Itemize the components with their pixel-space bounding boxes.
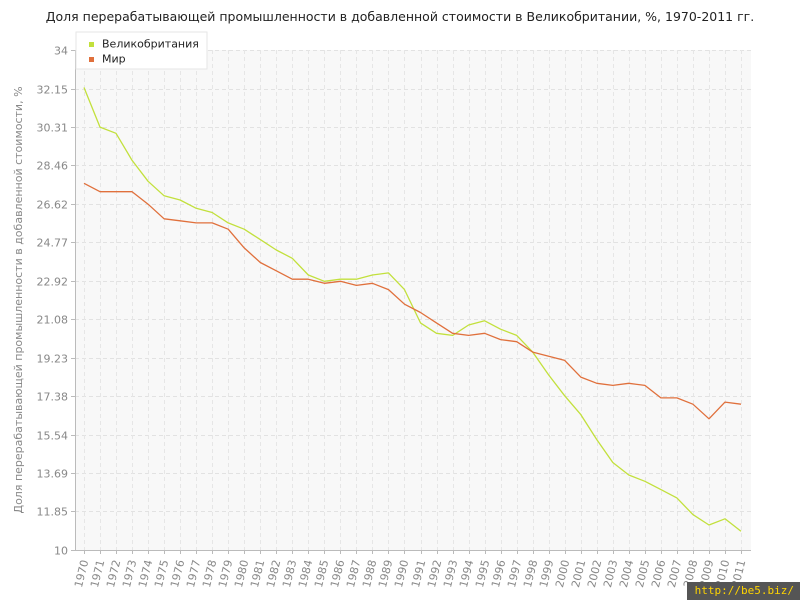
legend: Великобритания Мир — [75, 31, 208, 70]
x-tick-labels: 1970197119721973197419751976197719781979… — [72, 550, 748, 589]
axes — [75, 50, 751, 551]
watermark[interactable]: http://be5.biz/ — [686, 582, 800, 600]
y-tick-label: 21.08 — [37, 314, 69, 327]
legend-label[interactable]: Мир — [102, 53, 126, 66]
legend-label[interactable]: Великобритания — [102, 38, 199, 51]
legend-marker — [89, 57, 94, 62]
y-tick-label: 32.15 — [37, 84, 69, 97]
y-tick-label: 26.62 — [37, 199, 69, 212]
y-tick-label: 19.23 — [37, 353, 69, 366]
y-tick-label: 28.46 — [37, 160, 69, 173]
y-tick-label: 34 — [54, 45, 68, 58]
y-tick-label: 22.92 — [37, 276, 69, 289]
y-tick-label: 17.38 — [37, 391, 69, 404]
y-axis-title: Доля перерабатывающей промышленности в д… — [12, 86, 25, 513]
y-tick-labels: 10 11.85 13.69 15.54 17.38 19.23 21.08 22.92 24.… — [37, 45, 75, 558]
legend-box — [75, 31, 208, 70]
y-tick-label: 24.77 — [37, 237, 69, 250]
plot-background — [75, 50, 751, 550]
chart-title: Доля перерабатывающей промышленности в д… — [45, 9, 755, 24]
y-tick-label: 13.69 — [37, 468, 69, 481]
series-line-world — [83, 182, 742, 420]
legend-marker — [89, 42, 94, 47]
y-tick-label: 11.85 — [37, 506, 69, 519]
y-tick-label: 15.54 — [37, 430, 69, 443]
series-lines — [83, 87, 742, 532]
y-tick-label: 10 — [54, 545, 68, 558]
series-line-uk — [83, 87, 742, 532]
y-tick-label: 30.31 — [37, 122, 69, 135]
